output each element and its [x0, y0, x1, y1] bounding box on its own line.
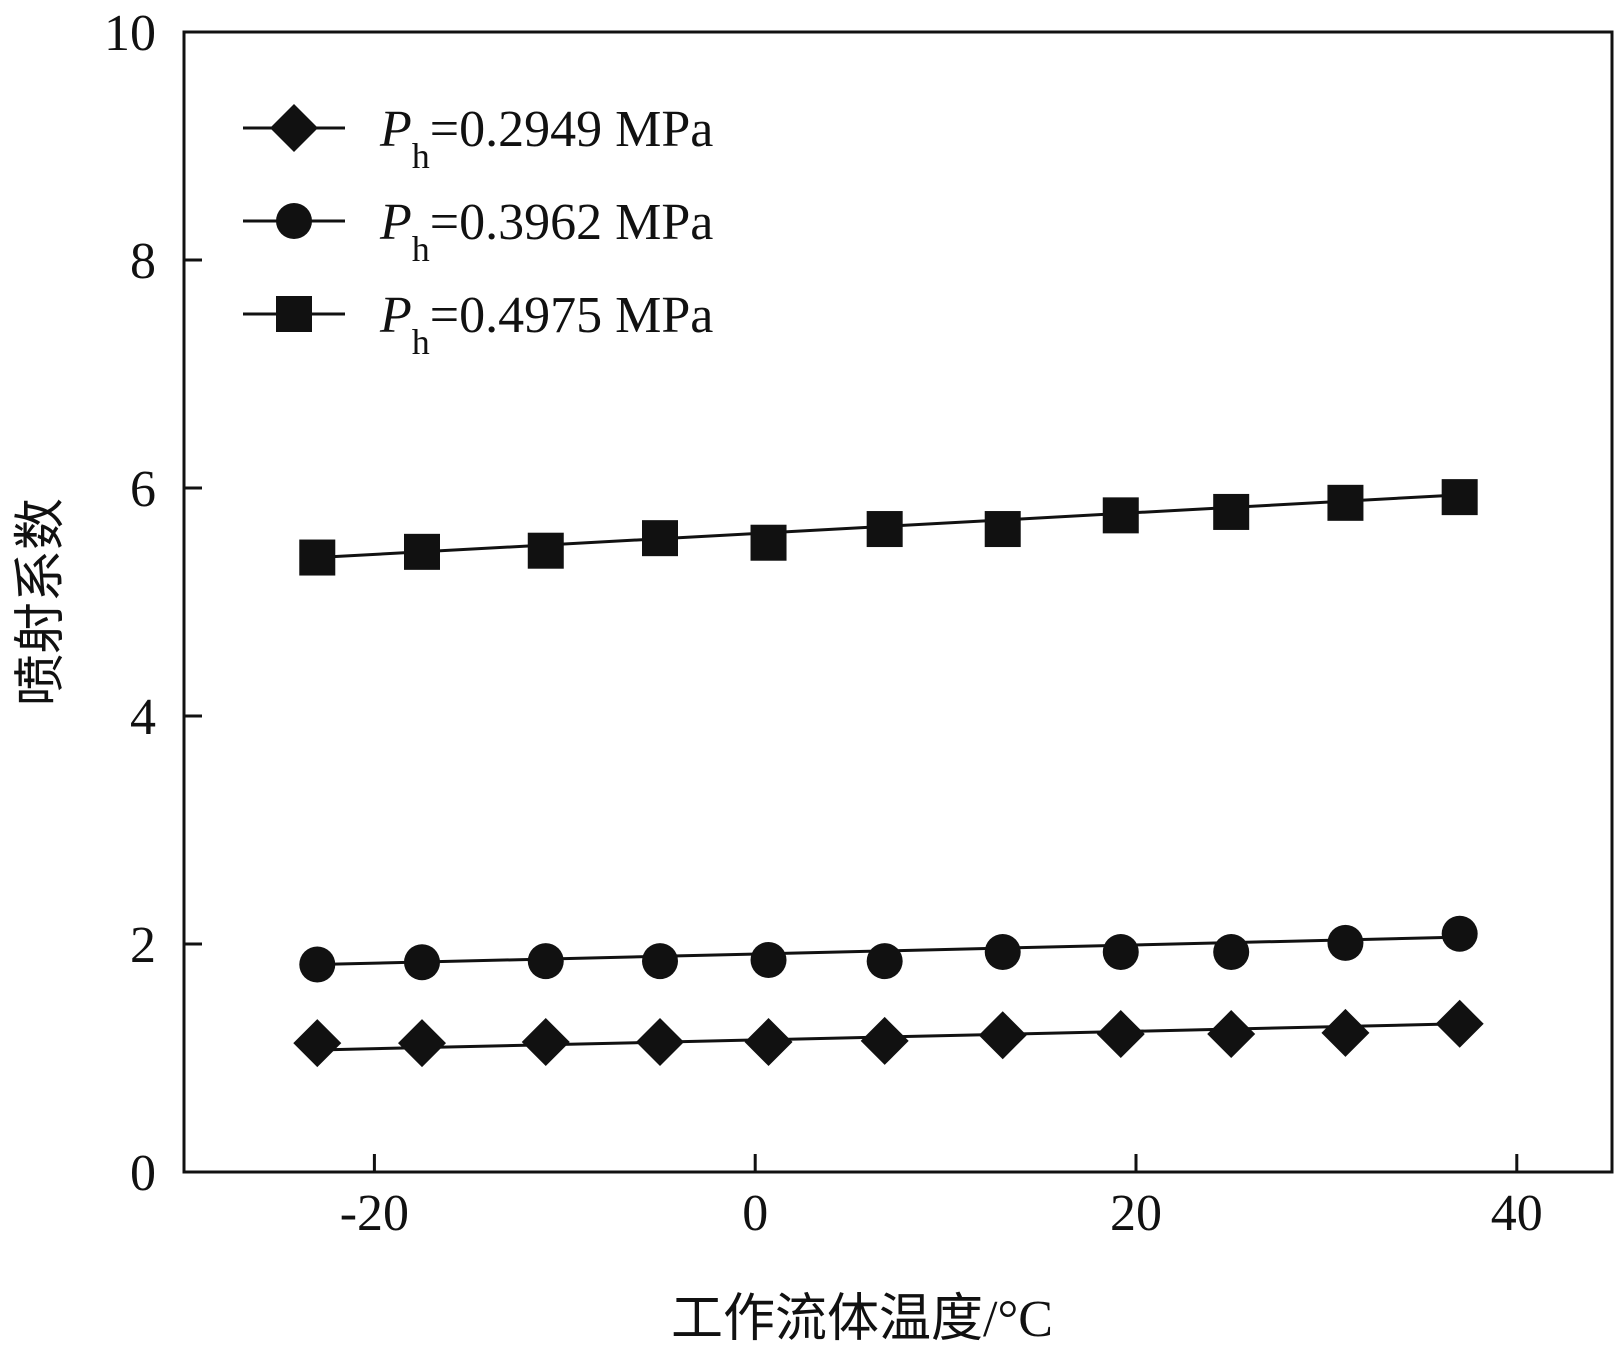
diamond-marker: [1435, 999, 1484, 1048]
circle-marker: [404, 944, 440, 981]
square-marker: [1327, 484, 1364, 521]
legend-square-marker: [276, 296, 312, 332]
diamond-marker: [636, 1018, 684, 1067]
circle-marker: [984, 933, 1021, 970]
square-marker: [984, 511, 1021, 548]
circle-marker: [750, 941, 787, 978]
square-marker: [642, 520, 678, 557]
square-marker: [527, 532, 564, 569]
legend-item: Ph=0.3962 MPa: [243, 194, 713, 269]
series-diamond: [293, 999, 1484, 1068]
diamond-marker: [293, 1019, 342, 1068]
legend-label-var: P: [379, 101, 412, 158]
x-tick-label: 40: [1491, 1185, 1543, 1242]
legend-label-var: P: [379, 194, 412, 251]
x-tick-label: 0: [742, 1185, 768, 1242]
legend-label-value: =0.3962 MPa: [430, 194, 714, 251]
x-tick-label: -20: [340, 1185, 409, 1242]
square-marker: [299, 539, 336, 576]
diamond-marker: [978, 1011, 1027, 1060]
y-tick-label: 8: [130, 233, 156, 290]
x-tick-label: 20: [1110, 1185, 1162, 1242]
x-axis-label: 工作流体温度/°C: [671, 1291, 1053, 1348]
y-tick-label: 6: [130, 461, 156, 518]
circle-marker: [642, 943, 678, 980]
square-marker: [1213, 493, 1250, 530]
plot-frame: [182, 30, 1614, 1174]
x-axis-ticks: -20 0 20 40: [340, 1154, 1543, 1242]
legend-label: Ph=0.3962 MPa: [379, 194, 713, 269]
y-tick-label: 2: [130, 917, 156, 974]
diamond-marker: [1207, 1010, 1256, 1059]
diamond-marker: [521, 1018, 570, 1067]
legend-label-value: =0.4975 MPa: [430, 287, 714, 344]
square-marker: [866, 511, 903, 548]
y-tick-label: 10: [104, 5, 156, 62]
square-marker: [750, 524, 787, 561]
series-layer: [293, 479, 1484, 1068]
square-marker: [1441, 479, 1478, 516]
legend-label: Ph=0.2949 MPa: [379, 101, 713, 176]
diamond-marker: [1321, 1008, 1370, 1057]
circle-marker: [1102, 933, 1139, 970]
legend-label: Ph=0.4975 MPa: [379, 287, 713, 362]
circle-marker: [1327, 924, 1364, 961]
circle-marker: [1441, 915, 1478, 952]
diamond-marker: [1096, 1010, 1145, 1059]
series-square: [299, 479, 1478, 576]
legend-circle-marker: [276, 203, 312, 239]
legend-label-subscript: h: [412, 322, 430, 362]
legend-label-subscript: h: [412, 229, 430, 269]
legend-item: Ph=0.2949 MPa: [243, 101, 713, 176]
square-marker: [404, 533, 440, 570]
legend-item: Ph=0.4975 MPa: [243, 287, 713, 362]
y-tick-label: 0: [130, 1145, 156, 1202]
legend-label-var: P: [379, 287, 412, 344]
series-circle: [299, 915, 1478, 983]
circle-marker: [866, 943, 903, 980]
legend-label-subscript: h: [412, 136, 430, 176]
diamond-marker: [398, 1019, 446, 1068]
circle-marker: [527, 943, 564, 980]
y-axis-label: 喷射系数: [13, 498, 70, 706]
circle-marker: [1213, 933, 1250, 970]
y-tick-label: 4: [130, 689, 156, 746]
legend-label-value: =0.2949 MPa: [430, 101, 714, 158]
square-marker: [1102, 497, 1139, 534]
circle-marker: [299, 946, 336, 983]
legend-diamond-marker: [270, 104, 318, 152]
diamond-marker: [744, 1018, 793, 1067]
diamond-marker: [860, 1016, 909, 1065]
y-axis-ticks: 0 2 4 6 8 10: [104, 5, 202, 1202]
